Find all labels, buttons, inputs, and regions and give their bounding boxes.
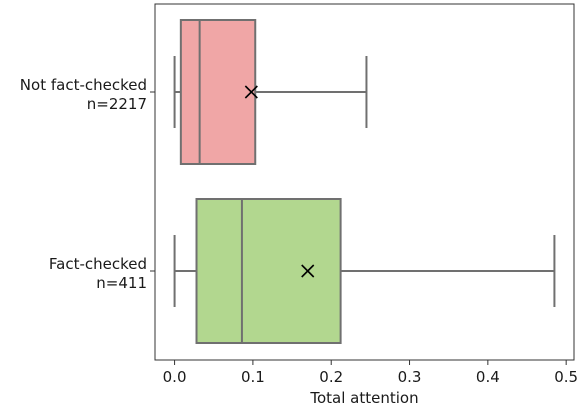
box-group: [173, 198, 556, 344]
x-tick-label: 0.3: [398, 368, 422, 386]
axes-frame: [154, 3, 575, 361]
plot-area: [173, 19, 556, 344]
x-tick-label: 0.5: [554, 368, 578, 386]
x-tick-label: 0.0: [163, 368, 187, 386]
x-tick-label: 0.2: [319, 368, 343, 386]
x-axis-title: Total attention: [309, 389, 418, 407]
category-count-label: n=2217: [87, 95, 147, 113]
x-tick-label: 0.4: [476, 368, 500, 386]
mean-marker-stroke-b: [244, 85, 258, 99]
iqr-box: [195, 198, 342, 344]
category-label: Not fact-checked: [20, 76, 147, 94]
x-tick-label: 0.1: [241, 368, 265, 386]
mean-marker-stroke-b: [301, 264, 315, 278]
mean-marker: [244, 85, 258, 99]
iqr-box: [179, 19, 257, 165]
box-group: [173, 19, 368, 165]
x-axis: 0.0 0.1 0.2 0.3 0.4 0.5: [163, 360, 578, 386]
mean-marker: [301, 264, 315, 278]
category-count-label: n=411: [96, 274, 147, 292]
category-label: Fact-checked: [49, 255, 147, 273]
